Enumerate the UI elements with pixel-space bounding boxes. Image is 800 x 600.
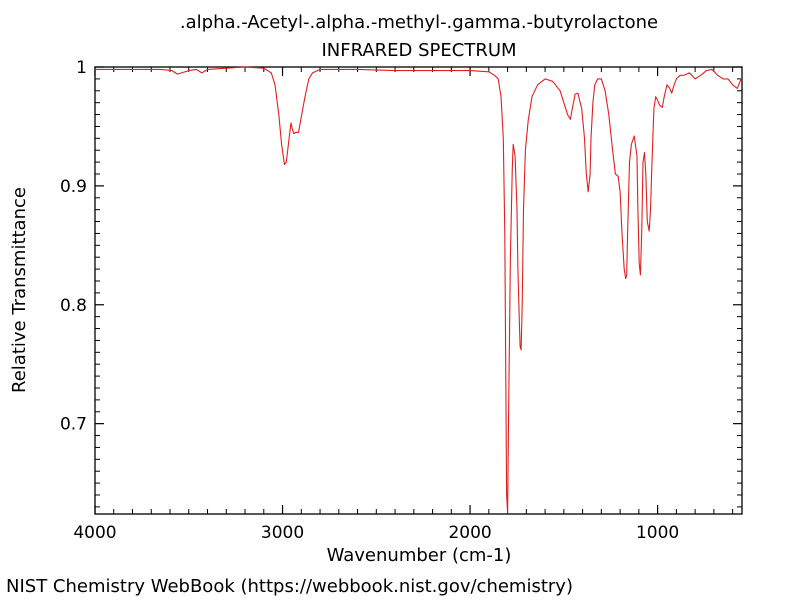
- x-tick-label: 2000: [448, 523, 491, 543]
- spectrum-line: [95, 66, 742, 514]
- y-axis-ticks: 1 0.9 0.8 0.7: [60, 58, 742, 435]
- source-footer: NIST Chemistry WebBook (https://webbook.…: [6, 576, 573, 597]
- x-tick-label: 4000: [73, 523, 116, 543]
- x-axis-label: Wavenumber (cm-1): [327, 545, 512, 566]
- chart-subtitle: INFRARED SPECTRUM: [321, 40, 516, 61]
- y-tick-label: 0.8: [60, 296, 87, 316]
- y-axis-label: Relative Transmittance: [9, 187, 30, 393]
- minor-ticks: [95, 67, 742, 514]
- plot-area: [94, 66, 743, 515]
- x-tick-label: 3000: [261, 523, 304, 543]
- x-tick-label: 1000: [636, 523, 679, 543]
- y-tick-label: 0.9: [60, 177, 87, 197]
- y-tick-label: 0.7: [60, 415, 87, 435]
- chart-title: .alpha.-Acetyl-.alpha.-methyl-.gamma.-bu…: [180, 12, 658, 33]
- y-tick-label: 1: [76, 58, 87, 78]
- x-axis-ticks: 4000 3000 2000 1000: [73, 67, 679, 543]
